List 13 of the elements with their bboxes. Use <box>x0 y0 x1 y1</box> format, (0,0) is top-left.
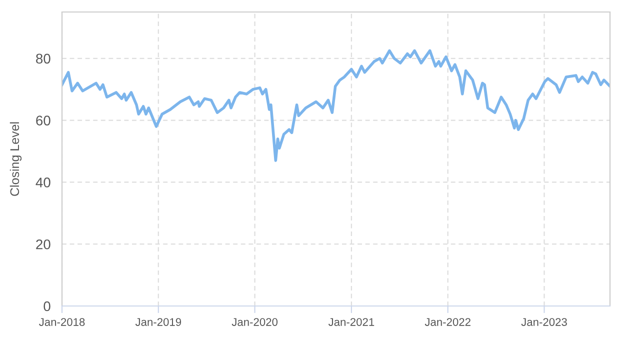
x-tick-label: Jan-2022 <box>424 318 470 326</box>
x-tick-label: Jan-2021 <box>328 318 374 326</box>
x-tick-label: Jan-2020 <box>232 318 278 326</box>
y-tick-label: 0 <box>44 301 50 312</box>
x-tick-label: Jan-2018 <box>39 318 85 326</box>
x-tick-label: Jan-2019 <box>135 318 182 326</box>
y-tick-label: 60 <box>36 116 50 126</box>
y-tick-label: 80 <box>36 54 50 64</box>
x-tick-label: Jan-2023 <box>521 318 567 326</box>
y-axis-title: Closing Level <box>10 122 22 196</box>
y-tick-label: 40 <box>36 178 50 188</box>
y-tick-label: 20 <box>36 239 50 250</box>
line-series <box>62 49 610 162</box>
